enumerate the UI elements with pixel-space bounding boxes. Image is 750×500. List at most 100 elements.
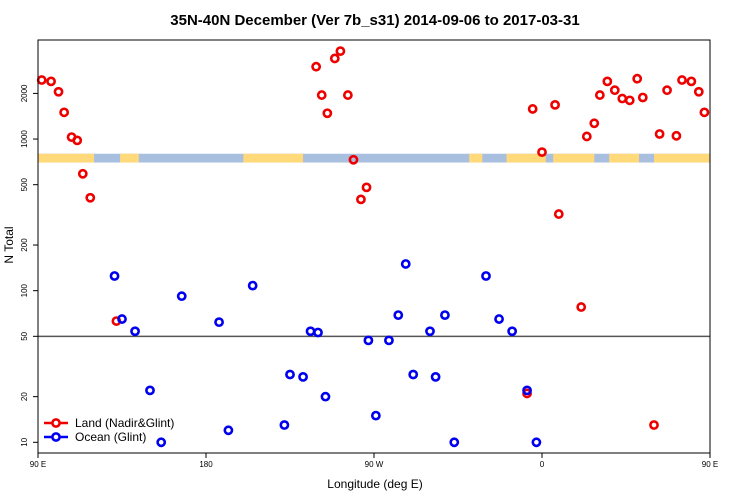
land-point xyxy=(342,90,353,100)
land-point xyxy=(311,61,322,72)
ocean-point xyxy=(313,327,323,338)
land-point xyxy=(361,182,372,193)
x-tick-label: 90 W xyxy=(365,460,384,469)
y-tick-label: 20 xyxy=(20,392,29,401)
land-segment xyxy=(609,153,640,163)
legend-label-land: Land (Nadir&Glint) xyxy=(75,416,174,430)
y-axis-label: N Total xyxy=(2,226,16,263)
chart-title: 35N-40N December (Ver 7b_s31) 2014-09-06… xyxy=(170,12,579,29)
ocean-point xyxy=(522,385,532,396)
y-tick-label: 50 xyxy=(20,331,29,340)
legend: Land (Nadir&Glint)Ocean (Glint) xyxy=(44,416,174,444)
land-point xyxy=(85,192,96,203)
ocean-point xyxy=(507,326,518,337)
land-point xyxy=(316,90,327,100)
land-ocean-band xyxy=(38,153,710,163)
ocean-band xyxy=(38,153,710,163)
land-point xyxy=(693,86,704,97)
land-point xyxy=(699,107,710,118)
land-point xyxy=(576,302,587,312)
land-segment xyxy=(469,153,483,163)
ocean-point xyxy=(425,326,435,337)
land-point xyxy=(581,131,592,142)
y-tick-label: 500 xyxy=(20,177,29,191)
land-segment xyxy=(120,153,139,163)
x-tick-label: 0 xyxy=(540,460,545,469)
land-point xyxy=(671,130,682,141)
y-tick-label: 200 xyxy=(20,238,29,252)
series-land xyxy=(36,46,710,430)
ocean-point xyxy=(117,314,127,324)
ocean-point xyxy=(384,335,394,346)
land-segment xyxy=(553,153,595,163)
ocean-point xyxy=(223,425,234,436)
land-point xyxy=(329,53,340,64)
land-point xyxy=(72,135,83,146)
ocean-point xyxy=(176,291,187,302)
y-tick-label: 1000 xyxy=(20,130,29,148)
x-tick-label: 90 E xyxy=(30,460,46,469)
ocean-point xyxy=(145,385,155,396)
land-point xyxy=(348,154,359,165)
land-point xyxy=(553,209,564,219)
y-tick-label: 100 xyxy=(20,283,29,297)
land-point xyxy=(602,76,613,87)
legend-marker-land xyxy=(51,418,61,428)
land-point xyxy=(624,95,635,106)
ocean-point xyxy=(440,310,450,321)
land-point xyxy=(77,168,88,179)
data-points xyxy=(36,46,710,448)
ocean-point xyxy=(400,259,411,269)
land-point xyxy=(356,194,366,205)
land-point xyxy=(637,92,648,103)
land-segment xyxy=(654,153,710,163)
ocean-point xyxy=(408,369,419,380)
land-point xyxy=(662,85,672,96)
y-tick-label: 2000 xyxy=(20,84,29,102)
ocean-point xyxy=(285,369,295,380)
land-point xyxy=(589,118,600,129)
land-point xyxy=(594,90,605,100)
land-point xyxy=(649,420,659,430)
axes: 90 E 180 90 W 0 90 E 10 20 50 100 200 500 1000 2000 xyxy=(20,84,718,469)
ocean-point xyxy=(109,271,120,281)
land-point xyxy=(527,104,538,114)
ocean-point xyxy=(393,310,404,321)
land-point xyxy=(46,76,56,87)
legend-marker-ocean xyxy=(51,432,61,442)
land-point xyxy=(654,129,665,139)
land-point xyxy=(550,99,560,110)
land-point xyxy=(537,147,547,158)
land-segment xyxy=(506,153,546,163)
ocean-point xyxy=(130,326,140,337)
ocean-point xyxy=(430,371,441,382)
x-tick-label: 90 E xyxy=(702,460,718,469)
land-point xyxy=(322,108,333,119)
ocean-point xyxy=(449,437,460,448)
ocean-point xyxy=(298,371,308,382)
ocean-point xyxy=(363,335,374,346)
land-point xyxy=(677,75,687,85)
land-point xyxy=(59,107,70,118)
x-axis-label: Longitude (deg E) xyxy=(327,477,422,491)
land-point xyxy=(609,85,620,96)
ocean-point xyxy=(156,437,167,448)
ocean-point xyxy=(481,271,491,281)
ocean-point xyxy=(247,280,258,291)
y-tick-label: 10 xyxy=(20,437,29,446)
ocean-point xyxy=(320,391,331,402)
land-point xyxy=(686,76,697,87)
land-segment xyxy=(243,153,304,163)
x-tick-label: 180 xyxy=(199,460,213,469)
ocean-point xyxy=(214,317,224,328)
land-point xyxy=(53,86,64,97)
ocean-point xyxy=(370,410,381,421)
ocean-point xyxy=(279,420,290,430)
series-ocean xyxy=(109,259,542,448)
land-point xyxy=(335,46,346,57)
land-point xyxy=(632,73,643,84)
land-segment xyxy=(38,153,94,163)
ocean-point xyxy=(494,314,504,324)
ocean-point xyxy=(531,437,542,448)
